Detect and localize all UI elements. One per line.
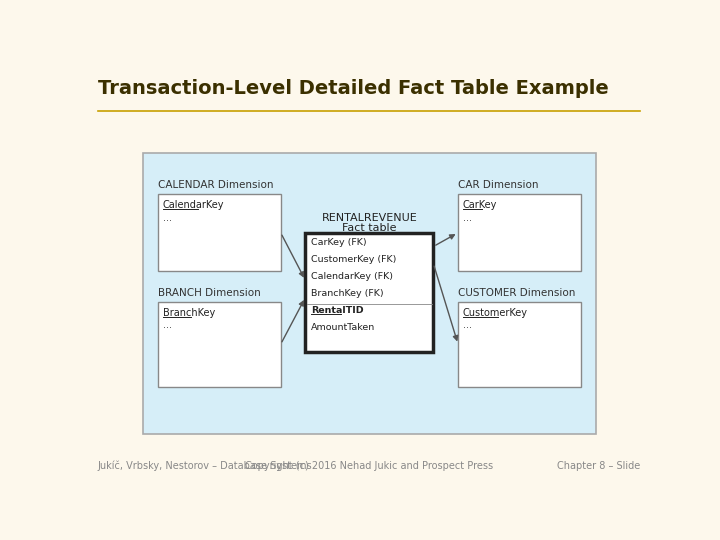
Text: ...: ... (463, 213, 472, 222)
Text: BranchKey (FK): BranchKey (FK) (311, 289, 384, 298)
Text: BRANCH Dimension: BRANCH Dimension (158, 288, 261, 298)
Text: ...: ... (463, 320, 472, 330)
Text: Fact table: Fact table (342, 224, 397, 233)
Text: CUSTOMER Dimension: CUSTOMER Dimension (458, 288, 575, 298)
Bar (458, 302, 580, 387)
Text: AmountTaken: AmountTaken (311, 323, 375, 332)
Text: CAR Dimension: CAR Dimension (458, 180, 539, 190)
Text: CalendarKey (FK): CalendarKey (FK) (311, 272, 393, 281)
Text: CarKey (FK): CarKey (FK) (311, 238, 366, 247)
Text: RENTALREVENUE: RENTALREVENUE (322, 213, 418, 222)
Text: RentalTID: RentalTID (311, 306, 364, 315)
Text: CALENDAR Dimension: CALENDAR Dimension (158, 180, 274, 190)
Text: Copyright (c) 2016 Nehad Jukic and Prospect Press: Copyright (c) 2016 Nehad Jukic and Prosp… (245, 461, 493, 471)
Text: Transaction-Level Detailed Fact Table Example: Transaction-Level Detailed Fact Table Ex… (98, 79, 608, 98)
Text: BranchKey: BranchKey (163, 308, 215, 318)
Bar (158, 194, 281, 271)
Text: CalendarKey: CalendarKey (163, 200, 225, 210)
Text: Jukíč, Vrbsky, Nestorov – Database Systems: Jukíč, Vrbsky, Nestorov – Database Syste… (98, 461, 312, 471)
Text: ...: ... (163, 213, 172, 222)
Text: Chapter 8 – Slide: Chapter 8 – Slide (557, 461, 640, 471)
Text: CustomerKey: CustomerKey (463, 308, 528, 318)
Bar (143, 153, 596, 434)
Bar (158, 302, 281, 387)
Text: CarKey: CarKey (463, 200, 497, 210)
Bar (458, 194, 580, 271)
Text: ...: ... (163, 320, 172, 330)
Text: CustomerKey (FK): CustomerKey (FK) (311, 255, 396, 264)
Bar (305, 233, 433, 352)
